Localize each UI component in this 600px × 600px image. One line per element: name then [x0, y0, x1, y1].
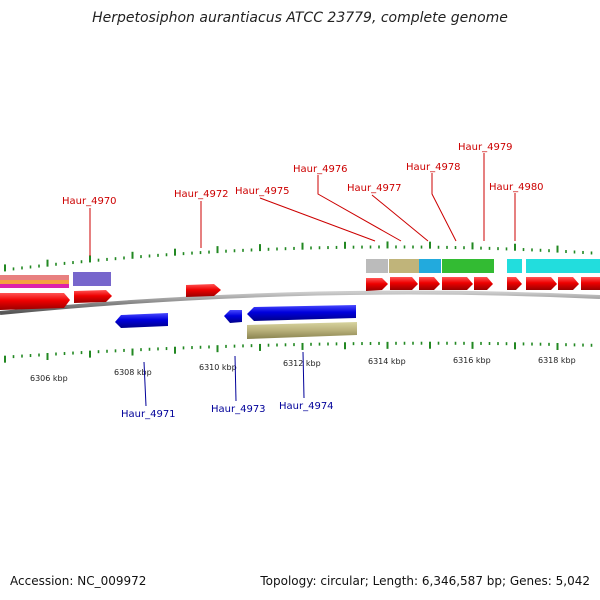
forward-gene-arrow: [526, 277, 557, 290]
reverse-gene-arrow: [224, 310, 242, 323]
gene-label-haur-4976: Haur_4976: [293, 164, 348, 175]
forward-gene-arrow: [419, 277, 440, 290]
leader-line: [259, 197, 376, 242]
forward-gene-arrow: [474, 277, 493, 290]
tick-row-top: [4, 241, 593, 272]
scale-label: 6312 kbp: [283, 359, 321, 368]
forward-genes: [0, 277, 600, 310]
leader-line: [143, 361, 147, 407]
forward-gene-arrow: [186, 284, 221, 297]
gene-label-haur-4972: Haur_4972: [174, 189, 229, 200]
tick-row-bottom: [4, 341, 593, 363]
forward-gene-arrow: [366, 278, 388, 291]
gene-label-haur-4978: Haur_4978: [406, 162, 461, 173]
gene-label-haur-4973: Haur_4973: [211, 404, 266, 415]
gene-label-haur-4974: Haur_4974: [279, 401, 334, 412]
feature-block-green-1: [442, 259, 474, 273]
gene-label-haur-4977: Haur_4977: [347, 183, 402, 194]
leader-line: [302, 351, 305, 399]
scale-label: 6308 kbp: [114, 368, 152, 377]
feature-block-cyan-1: [507, 259, 522, 273]
scale-label: 6306 kbp: [30, 374, 68, 383]
forward-gene-arrow: [442, 277, 473, 290]
scale-labels: 6306 kbp 6308 kbp 6310 kbp 6312 kbp 6314…: [30, 356, 576, 383]
gene-label-haur-4980: Haur_4980: [489, 182, 544, 193]
leader-line: [431, 173, 457, 242]
scale-label: 6310 kbp: [199, 363, 237, 372]
scale-label: 6314 kbp: [368, 357, 406, 366]
genome-title: Herpetosiphon aurantiacus ATCC 23779, co…: [92, 10, 508, 26]
leader-line: [317, 175, 402, 242]
reverse-gene-labels: [143, 351, 305, 407]
forward-gene-arrow: [390, 277, 418, 290]
forward-gene-arrow: [74, 290, 112, 303]
feature-track-upper: [0, 259, 600, 288]
accession-label: Accession: NC_009972: [10, 574, 147, 588]
scale-label: 6316 kbp: [453, 356, 491, 365]
gene-label-haur-4975: Haur_4975: [235, 186, 290, 197]
forward-gene-arrow: [0, 293, 70, 310]
scale-label: 6318 kbp: [538, 356, 576, 365]
leader-line: [371, 194, 429, 242]
gene-label-haur-4970: Haur_4970: [62, 196, 117, 207]
reverse-genes: [115, 305, 357, 339]
forward-gene-arrow: [507, 277, 522, 290]
forward-gene-arrow: [581, 277, 600, 290]
feature-block-orange: [0, 280, 69, 284]
feature-block-green-2: [474, 259, 494, 273]
genome-summary-label: Topology: circular; Length: 6,346,587 bp…: [260, 574, 590, 588]
reverse-gene-arrow: [115, 313, 168, 328]
forward-gene-arrow: [558, 277, 579, 290]
leader-line: [234, 355, 237, 402]
feature-block-cyan-2: [526, 259, 600, 273]
forward-gene-labels: [89, 153, 516, 256]
gene-label-haur-4971: Haur_4971: [121, 409, 176, 420]
feature-block-gray: [366, 259, 388, 273]
feature-block-tan: [389, 259, 419, 273]
feature-block-magenta: [0, 284, 69, 288]
reverse-gene-arrow: [247, 305, 356, 321]
genome-backbone: [0, 290, 600, 315]
gene-label-haur-4979: Haur_4979: [458, 142, 513, 153]
feature-block-salmon: [0, 275, 69, 280]
reverse-feature-tan: [247, 322, 357, 339]
feature-block-sky: [419, 259, 441, 273]
feature-block-purple: [73, 272, 111, 286]
